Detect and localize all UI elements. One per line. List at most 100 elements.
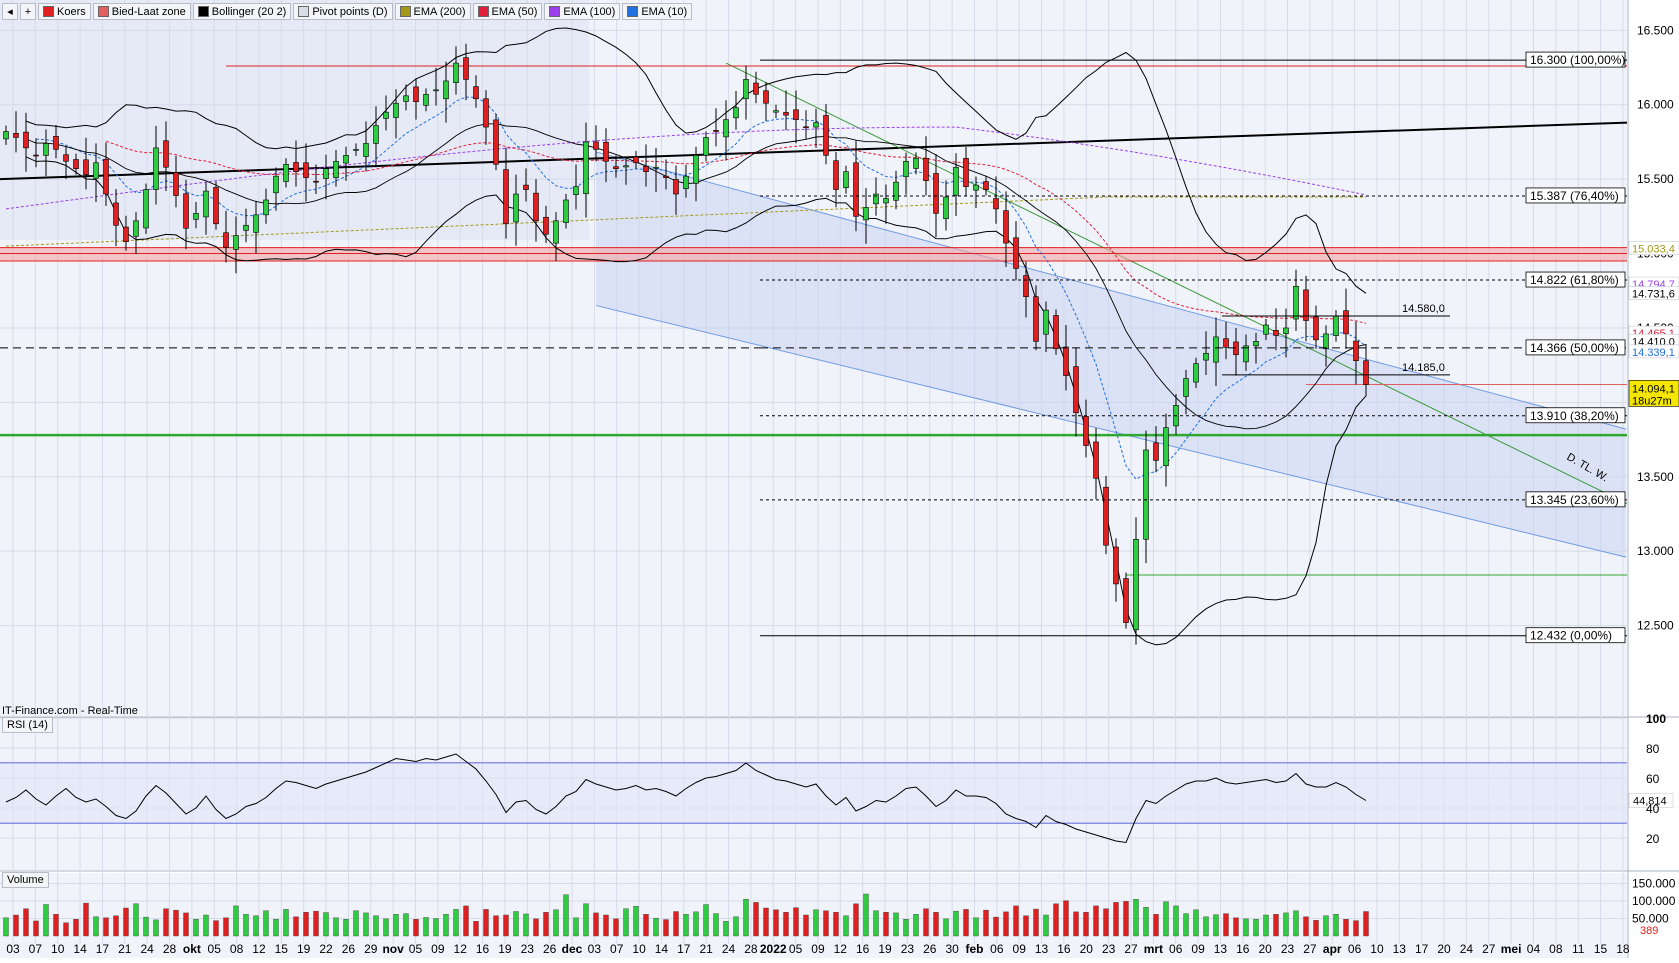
legend-label: EMA (50) [491,5,538,18]
legend-item[interactable]: EMA (200) [394,3,471,20]
x-tick-label: 09 [1013,942,1027,956]
candle-body [373,125,379,144]
candle-body [393,102,399,118]
volume-bar [403,913,409,937]
candle-body [1343,310,1349,335]
volume-bar [203,914,209,937]
volume-bar [313,910,319,937]
x-tick-label: 26 [923,942,937,956]
volume-bar [103,917,109,937]
legend-item[interactable]: Bollinger (20 2) [192,3,292,20]
candle-body [63,154,69,162]
candle-body [183,193,189,229]
candle-body [433,89,439,92]
volume-bar [193,919,199,937]
channel-upper-line [595,151,1627,430]
legend-swatch-icon [627,6,639,17]
x-tick-label: 20 [1258,942,1272,956]
x-tick-label: 15 [1594,942,1608,956]
price-range-shade [0,0,589,240]
legend-item[interactable]: Koers [38,3,91,20]
candle-body [453,62,459,84]
candle-body [333,160,339,178]
bollinger-upper-line [25,27,1367,294]
candle-layer[interactable] [3,43,1369,645]
candle-body [203,190,209,218]
fibonacci-level-box [1525,491,1626,508]
legend-item[interactable]: EMA (50) [472,3,543,20]
candle-body [13,133,19,138]
candle-body [1353,340,1359,361]
volume-y-tick-label: 150.000 [1632,877,1676,891]
x-tick-label: 26 [543,942,557,956]
volume-bar [93,916,99,937]
volume-bar [253,915,259,937]
x-tick-label: 08 [230,942,244,956]
x-tick-label: 17 [1415,942,1429,956]
add-indicator-icon[interactable]: + [20,3,36,20]
volume-bar [163,908,169,937]
candle-body [613,166,619,170]
candle-body [1193,363,1199,383]
candle-body [213,187,219,225]
volume-bar [923,908,929,937]
legend-item[interactable]: EMA (10) [622,3,693,20]
source-label: IT-Finance.com - Real-Time [2,705,138,717]
volume-bar [863,893,869,937]
volume-bar [153,919,159,937]
volume-bar [283,909,289,937]
collapse-arrow-icon[interactable]: ◂ [2,3,18,20]
candle-body [133,220,139,237]
volume-bar [213,920,219,937]
candle-body [1123,578,1129,623]
rsi-panel-label[interactable]: RSI (14) [2,717,53,733]
fibonacci-level-box [1525,271,1626,288]
volume-bar [703,904,709,937]
candle-body [1053,315,1059,350]
candle-body [1153,442,1159,461]
rsi-value-tag [1628,793,1674,808]
ema200-line [5,196,1366,247]
candle-body [1283,327,1289,334]
candle-body [823,115,829,156]
x-tick-label: 19 [878,942,892,956]
volume-panel-label[interactable]: Volume [2,872,49,888]
legend-item[interactable]: EMA (100) [544,3,621,20]
volume-bar [1203,916,1209,937]
volume-bar [53,914,59,937]
volume-bar [1163,901,1169,937]
candle-body [1113,546,1119,585]
x-tick-label: 23 [521,942,535,956]
volume-bar [1073,911,1079,937]
candle-body [563,199,569,223]
fibonacci-level-label: 15.387 (76,40%) [1530,189,1619,203]
volume-bar [23,908,29,937]
x-tick-label: 04 [1527,942,1541,956]
candle-body [23,131,29,149]
candle-body [963,158,969,187]
x-tick-label: 27 [1482,942,1496,956]
volume-bar [523,913,529,937]
x-tick-label: nov [382,942,404,956]
x-tick-label: 23 [1102,942,1116,956]
fibonacci-level-box [1525,187,1626,204]
volume-bar [693,911,699,937]
x-tick-label: 12 [454,942,468,956]
fibonacci-level-label: 13.910 (38,20%) [1530,409,1619,423]
candle-body [323,168,329,179]
legend-item[interactable]: Pivot points (D) [293,3,393,20]
rsi-band-fill [0,763,1627,823]
volume-bar [323,912,329,937]
legend-swatch-icon [197,6,209,17]
candle-body [1163,427,1169,467]
volume-bar [553,909,559,937]
candle-body [863,207,869,221]
volume-value-label: 389 [1640,925,1658,937]
candle-body [1333,315,1339,336]
x-tick-label: 21 [699,942,713,956]
candle-body [93,162,99,179]
volume-bar [423,917,429,937]
x-tick-label: 10 [1370,942,1384,956]
legend-item[interactable]: Bied-Laat zone [92,3,191,20]
